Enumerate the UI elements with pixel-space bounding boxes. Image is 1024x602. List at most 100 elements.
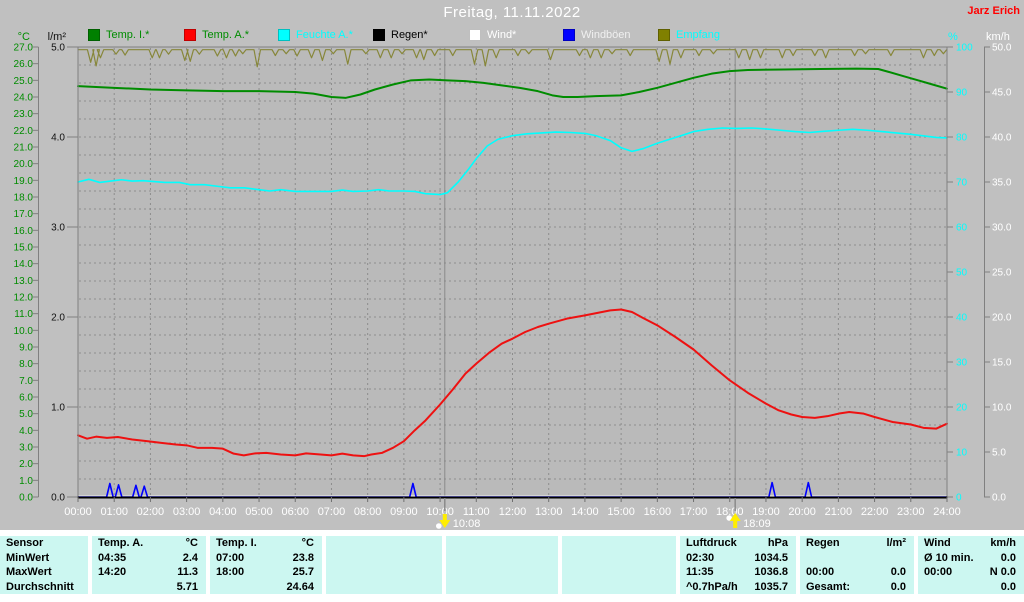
celsius-tick-label: 4.0: [19, 426, 33, 437]
series-feuchte-a-line: [77, 127, 948, 196]
wind-tick-label: 15.0: [992, 358, 1012, 369]
humidity-tick-label: 70: [956, 178, 968, 189]
stats-row: 00:00 N 0.0: [918, 565, 1024, 580]
marker-time-label: 18:09: [743, 518, 771, 530]
marker-down-arrow-icon: [439, 514, 451, 528]
stats-cell-label: Luftdruck: [686, 537, 737, 549]
stats-cell-value: °C: [185, 537, 198, 549]
wind-tick-label: 25.0: [992, 268, 1012, 279]
hour-tick-label: 05:00: [245, 506, 273, 518]
humidity-tick-label: 30: [956, 358, 968, 369]
hour-tick-label: 06:00: [281, 506, 309, 518]
celsius-tick-label: 2.0: [19, 459, 33, 470]
hour-tick-label: 00:00: [64, 506, 92, 518]
hour-tick-label: 10:00: [426, 506, 454, 518]
legend-item-empfang: Empfang: [658, 29, 720, 41]
stats-column-regen: Regen l/m² 00:00 0.0 Gesamt: 0.0: [800, 536, 914, 594]
legend-item-temp-i: Temp. I.*: [88, 29, 149, 41]
celsius-tick-label: 11.0: [14, 309, 33, 320]
stats-column-empty-1: [326, 536, 442, 594]
stats-cell-label: 00:00: [924, 566, 953, 578]
stats-cell-value: °C: [301, 537, 314, 549]
stats-row: MaxWert: [0, 565, 88, 580]
stats-row: Gesamt: 0.0: [800, 580, 914, 595]
rain-tick-label: 1.0: [51, 403, 65, 414]
celsius-tick-label: 9.0: [19, 343, 33, 354]
hour-tick-label: 21:00: [825, 506, 853, 518]
celsius-tick-label: 7.0: [19, 376, 33, 387]
legend-item-windboeen: Windböen: [563, 29, 631, 41]
stats-cell-label: 04:35: [98, 551, 127, 564]
stats-column-wind: Wind km/h Ø 10 min. 0.0 00:00 N 0.0 0.0: [918, 536, 1024, 594]
stats-cell-value: 25.7: [292, 566, 314, 578]
stats-cell-label: Temp. I.: [216, 537, 257, 549]
celsius-tick-label: 18.0: [14, 193, 34, 204]
stats-cell-label: MaxWert: [6, 566, 52, 578]
hour-tick-label: 17:00: [680, 506, 708, 518]
weather-chart: 27.0 26.0 25.0 24.0 23.0 22.0 21.0 20.0 19.0 18.0…: [14, 31, 1012, 530]
legend-item-label: Regen*: [391, 29, 428, 41]
celsius-tick-label: 15.0: [14, 243, 34, 254]
hour-tick-label: 14:00: [571, 506, 599, 518]
rain-tick-label: 2.0: [51, 313, 65, 324]
humidity-tick-label: 100: [956, 43, 973, 54]
stats-row: 18:00 25.7: [210, 565, 322, 580]
celsius-tick-label: 25.0: [14, 76, 34, 87]
celsius-tick-label: 10.0: [14, 326, 34, 337]
stats-row: Luftdruck hPa: [680, 536, 796, 551]
marker-time-label: 10:08: [453, 518, 481, 530]
wind-tick-label: 0.0: [992, 493, 1006, 504]
celsius-tick-label: 21.0: [14, 143, 34, 154]
legend-item-feuchte-a: Feuchte A.*: [278, 29, 353, 41]
legend-item-label: Windböen: [581, 29, 631, 41]
temp-a-legend-swatch-icon: [184, 29, 196, 41]
celsius-tick-label: 14.0: [14, 259, 34, 270]
series-temp-a-line: [77, 308, 948, 458]
celsius-tick-label: 6.0: [19, 393, 33, 404]
stats-cell-value: 23.8: [292, 551, 314, 564]
celsius-axis-unit: °C: [18, 31, 30, 43]
stats-row: 5.71: [92, 580, 206, 595]
stats-column-temp-a: Temp. A. °C 04:35 2.4 14:20 11.3 5.71: [92, 536, 206, 594]
stats-row: Durchschnitt: [0, 580, 88, 595]
stats-row: 02:30 1034.5: [680, 551, 796, 566]
stats-row: ^0.7hPa/h 1035.7: [680, 580, 796, 595]
stats-row: 14:20 11.3: [92, 565, 206, 580]
celsius-tick-label: 26.0: [14, 59, 34, 70]
celsius-tick-label: 22.0: [14, 126, 34, 137]
hour-tick-label: 04:00: [209, 506, 237, 518]
stats-cell-label: Wind: [924, 537, 951, 549]
stats-cell-label: Durchschnitt: [6, 580, 74, 593]
empfang-legend-swatch-icon: [658, 29, 670, 41]
wind-tick-label: 5.0: [992, 448, 1006, 459]
legend-item-regen: Regen*: [373, 29, 428, 41]
wind-tick-label: 10.0: [992, 403, 1012, 414]
celsius-tick-label: 24.0: [14, 93, 34, 104]
page-title: Freitag, 11.11.2022: [443, 4, 581, 21]
celsius-tick-label: 8.0: [19, 359, 33, 370]
stats-row: Temp. I. °C: [210, 536, 322, 551]
rain-tick-label: 4.0: [51, 133, 65, 144]
stats-row: 24.64: [210, 580, 322, 595]
humidity-tick-label: 0: [956, 493, 962, 504]
humidity-tick-label: 90: [956, 88, 968, 99]
stats-row: Regen l/m²: [800, 536, 914, 551]
stats-cell-label: 14:20: [98, 566, 127, 578]
wind-tick-label: 20.0: [992, 313, 1012, 324]
stats-cell-label: ^0.7hPa/h: [686, 580, 738, 593]
regen-legend-swatch-icon: [373, 29, 385, 41]
humidity-tick-label: 40: [956, 313, 968, 324]
hour-tick-label: 01:00: [100, 506, 128, 518]
celsius-tick-label: 20.0: [14, 159, 34, 170]
celsius-tick-label: 27.0: [14, 43, 34, 54]
stats-cell-value: N 0.0: [989, 566, 1016, 578]
stats-row: Temp. A. °C: [92, 536, 206, 551]
celsius-tick-label: 1.0: [19, 476, 33, 487]
stats-cell-value: hPa: [767, 537, 788, 549]
stats-cell-label: 07:00: [216, 551, 245, 564]
celsius-tick-label: 0.0: [19, 493, 33, 504]
hour-tick-label: 15:00: [607, 506, 635, 518]
legend-item-temp-a: Temp. A.*: [184, 29, 249, 41]
celsius-tick-label: 23.0: [14, 109, 34, 120]
